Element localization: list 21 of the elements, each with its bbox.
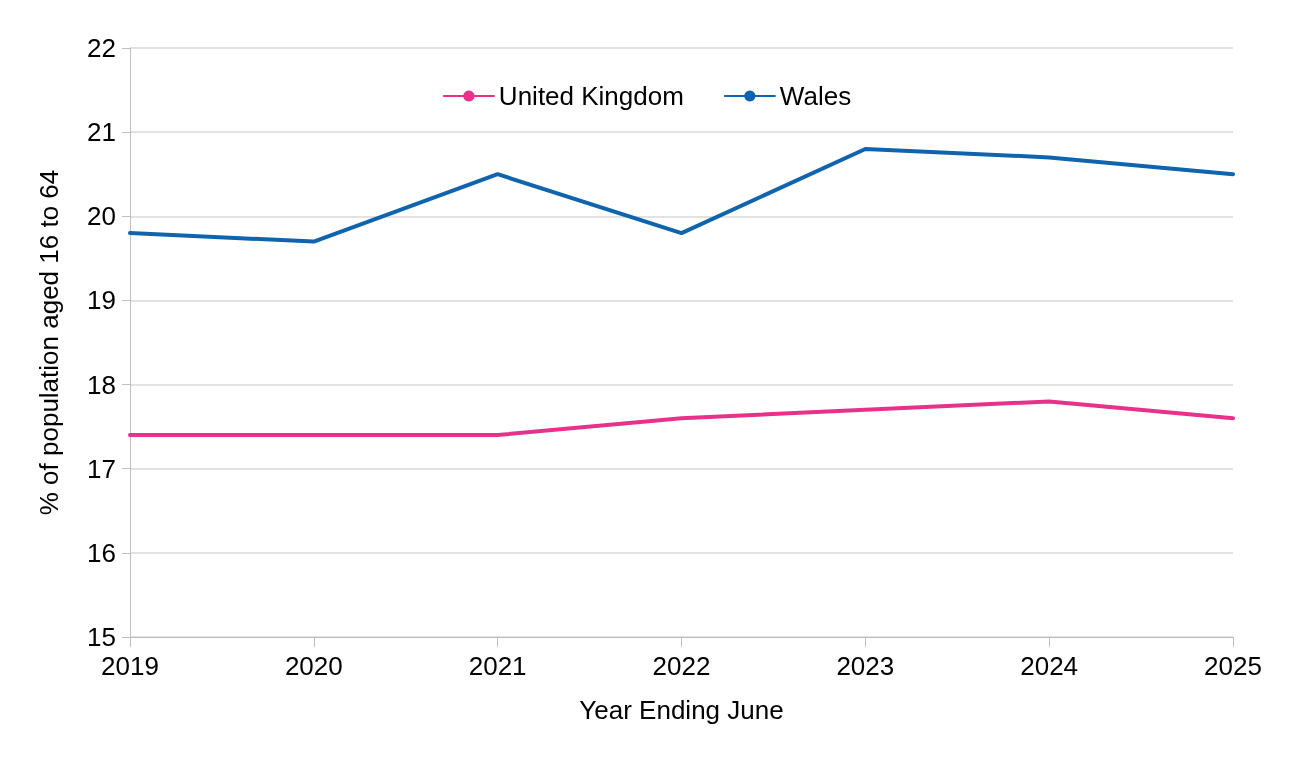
line-series [128, 399, 1235, 438]
y-tick-label: 21 [87, 117, 116, 148]
y-tick-label: 19 [87, 285, 116, 316]
line-series [128, 146, 1235, 244]
x-tick-label: 2024 [1020, 651, 1079, 681]
x-tick-label: 2022 [652, 651, 711, 681]
legend-label: United Kingdom [498, 81, 684, 111]
y-tick-label: 17 [87, 453, 116, 484]
y-tick-label: 16 [87, 537, 116, 568]
y-tick-label: 22 [87, 33, 116, 63]
x-axis-title: Year Ending June [579, 695, 784, 725]
legend-label: Wales [779, 81, 852, 111]
y-axis-title: % of population aged 16 to 64 [34, 169, 64, 516]
y-tick-label: 15 [87, 622, 116, 652]
y-tick-label: 20 [87, 201, 116, 232]
x-tick-label: 2020 [284, 651, 343, 681]
x-tick-label: 2021 [468, 651, 527, 681]
x-tick-label: 2019 [101, 651, 159, 681]
x-tick-label: 2025 [1204, 651, 1262, 681]
y-tick-label: 18 [87, 369, 116, 400]
x-tick-label: 2023 [836, 651, 895, 681]
